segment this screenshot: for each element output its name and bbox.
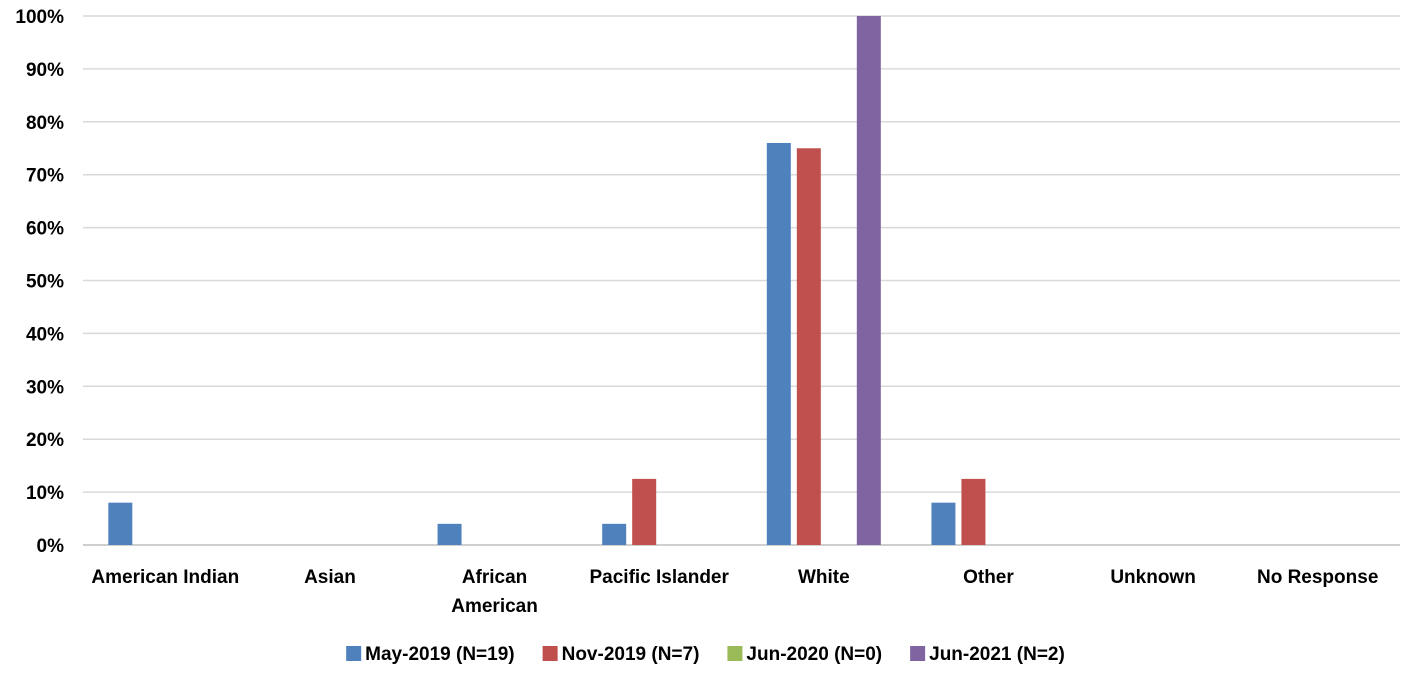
legend-swatch: [542, 646, 558, 661]
y-tick-label: 50%: [26, 272, 64, 293]
x-axis-categories: American Indian Asian African American Pacif…: [91, 567, 1378, 617]
x-category-label: White: [798, 567, 850, 588]
x-category-label: Pacific Islander: [589, 567, 729, 588]
y-tick-label: 90%: [26, 60, 64, 81]
legend: May-2019 (N=19) Nov-2019 (N=7) Jun-2020 (N…: [346, 644, 1065, 665]
y-tick-label: 20%: [26, 430, 64, 451]
y-tick-label: 10%: [26, 483, 64, 504]
legend-swatch: [727, 646, 743, 661]
x-category-label: African: [462, 567, 527, 588]
bar: [856, 16, 881, 545]
gridlines: [83, 15, 1400, 546]
bar: [931, 502, 956, 545]
bar: [108, 502, 133, 545]
bar: [602, 523, 627, 545]
y-axis-ticks: 0% 10% 20% 30% 40% 50% 60% 70% 80% 90% 100%: [15, 7, 64, 557]
x-category-label: Other: [963, 567, 1014, 588]
bar: [766, 142, 791, 545]
legend-swatch: [346, 646, 362, 661]
x-category-label: No Response: [1257, 567, 1378, 588]
y-tick-label: 40%: [26, 324, 64, 345]
bar: [961, 478, 986, 545]
y-tick-label: 0%: [37, 536, 65, 557]
legend-swatch: [910, 646, 926, 661]
y-tick-label: 70%: [26, 166, 64, 187]
x-category-label: Unknown: [1110, 567, 1196, 588]
x-category-label: American Indian: [91, 567, 239, 588]
y-tick-label: 80%: [26, 113, 64, 134]
y-tick-label: 30%: [26, 377, 64, 398]
y-tick-label: 60%: [26, 219, 64, 240]
x-category-label: American: [451, 596, 538, 617]
legend-label: Nov-2019 (N=7): [562, 644, 700, 665]
legend-label: May-2019 (N=19): [365, 644, 514, 665]
legend-label: Jun-2021 (N=2): [929, 644, 1065, 665]
bar: [796, 148, 821, 545]
bar: [437, 523, 462, 545]
legend-label: Jun-2020 (N=0): [746, 644, 882, 665]
bar: [632, 478, 657, 545]
y-tick-label: 100%: [15, 7, 64, 28]
x-category-label: Asian: [304, 567, 356, 588]
bars: [108, 16, 986, 545]
